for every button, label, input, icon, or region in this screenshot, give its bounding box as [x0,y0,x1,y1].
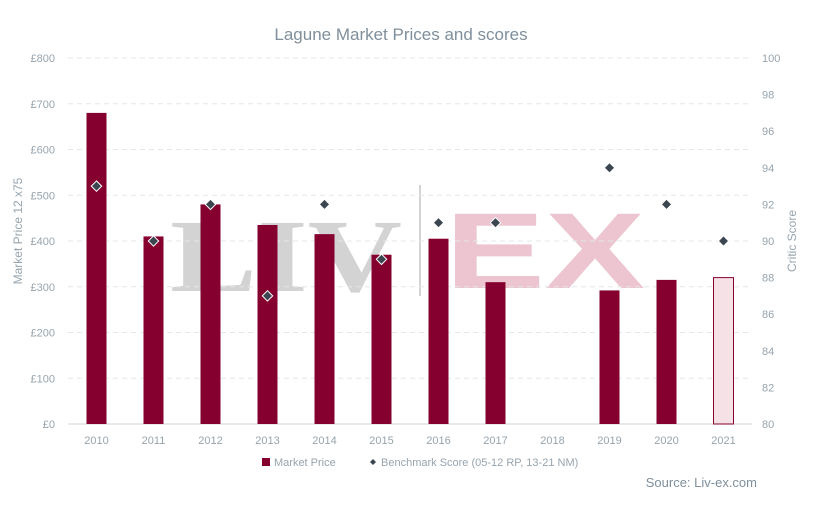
point-benchmark-score-2011 [147,235,160,247]
y-tick-label-right: 92 [762,199,774,211]
legend: Market Price Benchmark Score (05-12 RP, … [262,457,578,469]
bar-market-price-2010 [86,112,107,425]
y-axis-title-right: Critic Score [785,210,799,272]
x-tick-label: 2021 [711,435,735,447]
bar-market-price-2012 [200,204,221,424]
x-tick-label: 2018 [540,435,564,447]
x-tick-label: 2010 [84,435,108,447]
point-benchmark-score-2020 [660,198,673,211]
y-tick-label-left: £800 [31,53,55,65]
left-axis-ticks: £0 £100 £200 £300 £400 £500 £600 £700 £800 [31,53,55,431]
x-tick-label: 2019 [597,435,621,447]
x-tick-label: 2017 [483,435,507,447]
y-tick-label-right: 96 [762,126,774,138]
legend-label-benchmark: Benchmark Score (05-12 RP, 13-21 NM) [381,457,578,469]
y-tick-label-left: £600 [31,145,55,157]
point-benchmark-score-2016 [432,216,445,229]
legend-label-market-price: Market Price [274,457,336,469]
gridlines [68,57,752,425]
y-tick-label-right: 80 [762,419,774,431]
x-tick-label: 2016 [426,435,450,447]
bar-market-price-2017 [485,282,506,424]
bar-market-price-2021 [713,277,734,425]
x-tick-label: 2013 [255,435,279,447]
x-axis-ticks: 2010 2011 2012 2013 2014 2015 2016 2017 2018 2019… [84,435,735,447]
point-benchmark-score-2019 [603,161,616,174]
point-benchmark-score-2017 [489,216,502,229]
watermark: LIV EX [170,185,645,314]
y-tick-label-left: £700 [31,99,55,111]
y-tick-label-left: £100 [31,373,55,385]
y-tick-label-left: £0 [43,419,55,431]
chart-title: Lagune Market Prices and scores [274,25,527,44]
point-benchmark-score-2021 [717,235,730,247]
bar-market-price-2014 [314,234,335,424]
bar-market-price-2013 [257,224,278,424]
source-note: Source: Liv-ex.com [646,475,757,490]
point-benchmark-score-2012 [204,198,217,211]
y-tick-label-left: £300 [31,282,55,294]
point-benchmark-score-2013 [261,289,274,302]
bar-market-price-2015 [371,254,392,424]
y-tick-label-right: 100 [762,53,780,65]
y-tick-label-right: 88 [762,273,774,285]
right-axis-ticks: 80 82 84 86 88 90 92 94 96 98 100 [762,53,780,431]
y-tick-label-left: £400 [31,236,55,248]
y-tick-label-right: 86 [762,309,774,321]
y-tick-label-left: £200 [31,328,55,340]
y-tick-label-right: 98 [762,90,774,102]
y-tick-label-right: 82 [762,382,774,394]
point-benchmark-score-2010 [90,180,103,193]
bar-market-price-2011 [143,236,164,424]
x-tick-label: 2014 [312,435,336,447]
x-tick-label: 2011 [142,435,166,447]
score-series [90,161,730,302]
y-tick-label-right: 84 [762,346,774,358]
legend-swatch-benchmark [370,459,376,465]
y-axis-title-left: Market Price 12 x75 [11,177,25,284]
bar-market-price-2019 [599,290,620,424]
y-tick-label-right: 90 [762,236,774,248]
x-tick-label: 2020 [654,435,678,447]
y-tick-label-left: £500 [31,190,55,202]
x-tick-label: 2012 [198,435,222,447]
bar-series [86,112,734,425]
legend-swatch-market-price [262,458,270,466]
point-benchmark-score-2014 [318,198,331,211]
bar-market-price-2016 [428,238,449,424]
bar-market-price-2020 [656,279,677,424]
x-tick-label: 2015 [369,435,393,447]
y-tick-label-right: 94 [762,163,774,175]
point-benchmark-score-2015 [375,253,388,266]
